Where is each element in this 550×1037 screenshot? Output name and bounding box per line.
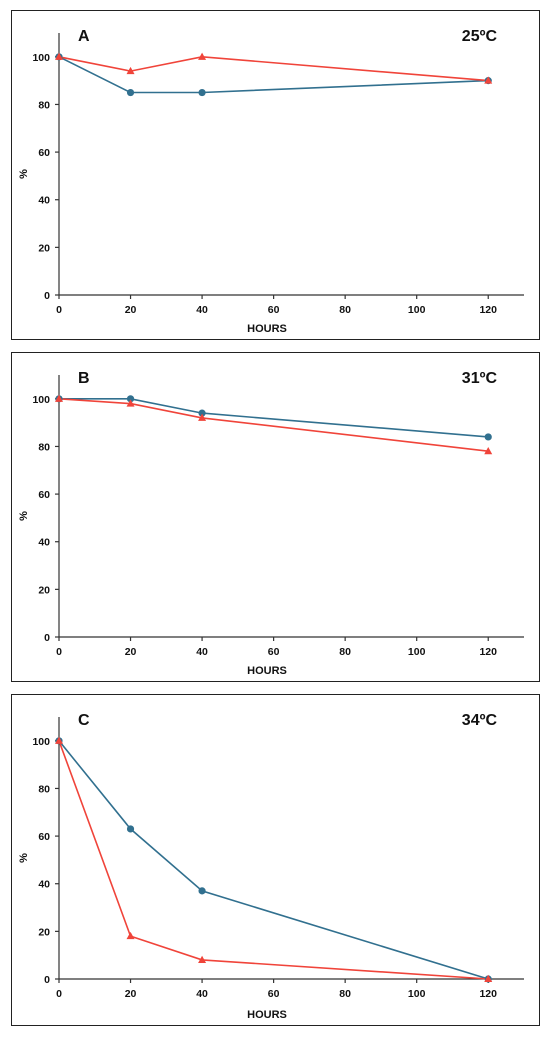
chart-b-y-tick-label: 20	[38, 584, 50, 596]
chart-a-y-tick-label: 40	[38, 195, 50, 207]
chart-b-y-tick-label: 60	[38, 489, 50, 501]
chart-b-y-tick-label: 40	[38, 537, 50, 549]
chart-a-point-triangle	[126, 66, 135, 75]
chart-c-y-tick-label: 80	[38, 783, 50, 795]
chart-b-x-tick-label: 60	[268, 646, 280, 658]
chart-a-subtitle: 25ºC	[462, 28, 498, 45]
chart-c-point-triangle	[126, 931, 135, 940]
chart-a-title: A	[78, 28, 90, 45]
chart-c-title: C	[78, 712, 90, 729]
chart-b-series-triangle-line	[58, 398, 489, 452]
chart-a-point-triangle	[198, 52, 207, 60]
chart-a-point-circle	[126, 88, 135, 97]
chart-b-x-tick-label: 40	[196, 646, 208, 658]
chart-b-x-tick-label: 0	[56, 646, 62, 658]
chart-b-title: B	[78, 370, 90, 387]
chart-c-svg: C 34ºC HOURS % 0 20 40 60 80 100 0 20 40 60 80 100 1…	[18, 712, 524, 1021]
chart-c-point-triangle	[198, 955, 207, 963]
chart-b-series-circle-line	[59, 397, 489, 438]
chart-b-svg: B 31ºC HOURS % 0 20 40 60 80 100 0 20 40 60 80 100 1…	[18, 370, 524, 677]
chart-b-y-tick-label: 100	[32, 394, 50, 406]
chart-b-point-circle	[484, 433, 492, 441]
chart-c-subtitle: 34ºC	[462, 712, 498, 729]
chart-c-ylabel: %	[18, 853, 30, 863]
chart-a-x-tick-label: 80	[339, 304, 351, 316]
chart-a-y-tick-label: 100	[32, 52, 50, 64]
chart-c-x-tick-label: 60	[268, 988, 280, 1000]
chart-b-x-tick-label: 120	[479, 646, 497, 658]
chart-c-x-tick-label: 40	[196, 988, 208, 1000]
chart-a-series-circle-line	[58, 56, 489, 94]
chart-b-point-circle	[126, 395, 135, 403]
chart-a-y-tick-label: 80	[38, 99, 50, 111]
chart-c-xlabel: HOURS	[247, 1009, 287, 1021]
chart-a-x-tick-label: 0	[56, 304, 62, 316]
chart-panel-b: B 31ºC HOURS % 0 20 40 60 80 100 0 20 40 60 80 100 1…	[11, 352, 540, 682]
chart-b-y-tick-label: 0	[44, 632, 50, 644]
chart-c-series-circle-line	[58, 740, 489, 980]
chart-b-xlabel: HOURS	[247, 665, 287, 677]
chart-a-y-tick-label: 20	[38, 242, 50, 254]
chart-c-point-triangle	[55, 736, 63, 744]
chart-panel-c: C 34ºC HOURS % 0 20 40 60 80 100 0 20 40 60 80 100 1…	[11, 694, 540, 1026]
chart-b-point-circle	[198, 409, 206, 417]
chart-a-y-tick-label: 60	[38, 147, 50, 159]
chart-b-point-triangle	[198, 413, 207, 421]
chart-a-series-triangle-line	[58, 55, 489, 82]
chart-a-svg: A 25ºC HOURS % 0 20 40 60 80 100 0 20 40 60 80 100 1…	[18, 28, 524, 335]
chart-a-point-circle	[198, 88, 206, 97]
chart-a-ylabel: %	[18, 169, 30, 179]
chart-b-x-tick-label: 20	[125, 646, 137, 658]
chart-b-point-triangle	[55, 394, 63, 402]
chart-b-subtitle: 31ºC	[462, 370, 498, 387]
chart-a-x-tick-label: 100	[408, 304, 426, 316]
chart-c-x-tick-label: 120	[479, 988, 497, 1000]
chart-c-y-tick-label: 0	[44, 974, 50, 986]
chart-c-x-tick-label: 20	[125, 988, 137, 1000]
chart-c-y-tick-label: 100	[32, 736, 50, 748]
chart-a-x-tick-label: 20	[125, 304, 137, 316]
chart-a-xlabel: HOURS	[247, 323, 287, 335]
chart-a-x-tick-label: 60	[268, 304, 280, 316]
chart-b-point-triangle	[126, 399, 135, 407]
chart-c-y-tick-label: 60	[38, 831, 50, 843]
chart-c-point-triangle	[484, 974, 493, 982]
chart-b-x-tick-label: 80	[339, 646, 351, 658]
chart-b-ylabel: %	[18, 511, 30, 521]
chart-a-x-tick-label: 40	[196, 304, 208, 316]
chart-c-series-triangle-line	[58, 740, 489, 980]
chart-b-point-triangle	[484, 447, 493, 455]
chart-a-y-tick-label: 0	[44, 290, 50, 302]
chart-c-x-tick-label: 100	[408, 988, 426, 1000]
chart-c-point-circle	[126, 825, 135, 833]
chart-b-y-tick-label: 80	[38, 441, 50, 453]
chart-c-y-tick-label: 20	[38, 926, 50, 938]
chart-c-y-tick-label: 40	[38, 879, 50, 891]
chart-c-x-tick-label: 0	[56, 988, 62, 1000]
chart-b-x-tick-label: 100	[408, 646, 426, 658]
chart-panel-a: A 25ºC HOURS % 0 20 40 60 80 100 0 20 40 60 80 100 1…	[11, 10, 540, 340]
chart-c-point-circle	[198, 887, 206, 895]
chart-a-point-triangle	[55, 52, 63, 60]
chart-a-x-tick-label: 120	[479, 304, 497, 316]
chart-c-x-tick-label: 80	[339, 988, 351, 1000]
chart-a-point-triangle	[484, 76, 493, 84]
